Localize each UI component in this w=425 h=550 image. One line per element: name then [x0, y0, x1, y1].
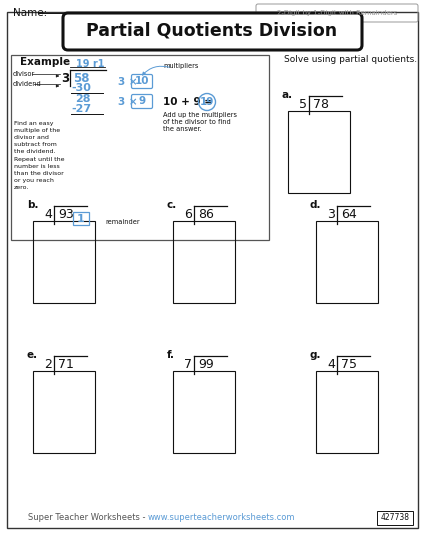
Text: 71: 71 — [58, 359, 74, 371]
Text: www.superteacherworksheets.com: www.superteacherworksheets.com — [148, 514, 295, 522]
Text: Solve using partial quotients.: Solve using partial quotients. — [284, 54, 417, 63]
Text: Example: Example — [20, 57, 70, 67]
Text: divisor: divisor — [13, 71, 35, 77]
Text: 64: 64 — [341, 208, 357, 222]
Text: 3: 3 — [327, 208, 335, 222]
Bar — [33, 221, 95, 303]
Text: 3 ×: 3 × — [118, 97, 138, 107]
Text: b.: b. — [27, 200, 39, 210]
Text: Super Teacher Worksheets -: Super Teacher Worksheets - — [28, 514, 148, 522]
Text: 99: 99 — [198, 359, 214, 371]
Text: 75: 75 — [341, 359, 357, 371]
Text: Partial Quotients Division: Partial Quotients Division — [86, 22, 337, 40]
Text: Add up the multipliers: Add up the multipliers — [163, 112, 237, 118]
Text: 28: 28 — [75, 94, 91, 104]
Bar — [316, 221, 378, 303]
Text: number is less: number is less — [14, 164, 60, 169]
Text: f.: f. — [167, 350, 175, 360]
Text: Find an easy: Find an easy — [14, 120, 54, 125]
Text: 3: 3 — [61, 72, 69, 85]
Text: 93: 93 — [58, 208, 74, 222]
Text: 19: 19 — [200, 97, 214, 107]
Text: c.: c. — [167, 200, 177, 210]
Text: a.: a. — [282, 90, 293, 100]
Text: -30: -30 — [71, 83, 91, 93]
Bar — [33, 371, 95, 453]
Text: Repeat until the: Repeat until the — [14, 157, 65, 162]
Text: 78: 78 — [313, 98, 329, 112]
Text: d.: d. — [310, 200, 321, 210]
Text: 3 ×: 3 × — [118, 77, 138, 87]
FancyBboxPatch shape — [63, 13, 362, 50]
Bar — [316, 371, 378, 453]
Text: the dividend.: the dividend. — [14, 149, 56, 155]
Text: 86: 86 — [198, 208, 214, 222]
Text: 4: 4 — [44, 208, 52, 222]
Text: 1: 1 — [77, 213, 85, 223]
Text: dividend: dividend — [13, 81, 42, 87]
Text: 2: 2 — [44, 359, 52, 371]
Text: the answer.: the answer. — [163, 126, 202, 132]
Text: e.: e. — [27, 350, 38, 360]
Bar — [173, 371, 235, 453]
Text: than the divisor: than the divisor — [14, 171, 64, 176]
Text: subtract from: subtract from — [14, 142, 57, 147]
Text: 4: 4 — [327, 359, 335, 371]
Text: 9: 9 — [139, 96, 145, 107]
Text: 427738: 427738 — [380, 514, 410, 522]
Text: 7: 7 — [184, 359, 192, 371]
Text: -27: -27 — [71, 104, 91, 114]
Text: divisor and: divisor and — [14, 135, 49, 140]
Text: 6: 6 — [184, 208, 192, 222]
Text: 5: 5 — [299, 98, 307, 112]
Bar — [73, 212, 89, 225]
Bar — [173, 221, 235, 303]
Text: of the divisor to find: of the divisor to find — [163, 119, 231, 125]
Text: or you reach: or you reach — [14, 178, 54, 183]
Text: zero.: zero. — [14, 185, 29, 190]
Bar — [288, 111, 350, 193]
Text: g.: g. — [310, 350, 321, 360]
Text: 10: 10 — [135, 76, 149, 86]
Text: remainder: remainder — [105, 219, 140, 225]
Text: multiple of the: multiple of the — [14, 128, 60, 133]
Text: 58: 58 — [73, 72, 90, 85]
Bar — [377, 511, 413, 525]
Text: 10 + 9 =: 10 + 9 = — [163, 97, 213, 107]
Text: Name:: Name: — [13, 8, 47, 18]
Text: multipliers: multipliers — [163, 63, 198, 69]
Bar — [11, 55, 269, 240]
Text: 2-Digit by 1-Digit with Remainders: 2-Digit by 1-Digit with Remainders — [277, 10, 397, 16]
Text: 19 r1: 19 r1 — [76, 59, 105, 69]
